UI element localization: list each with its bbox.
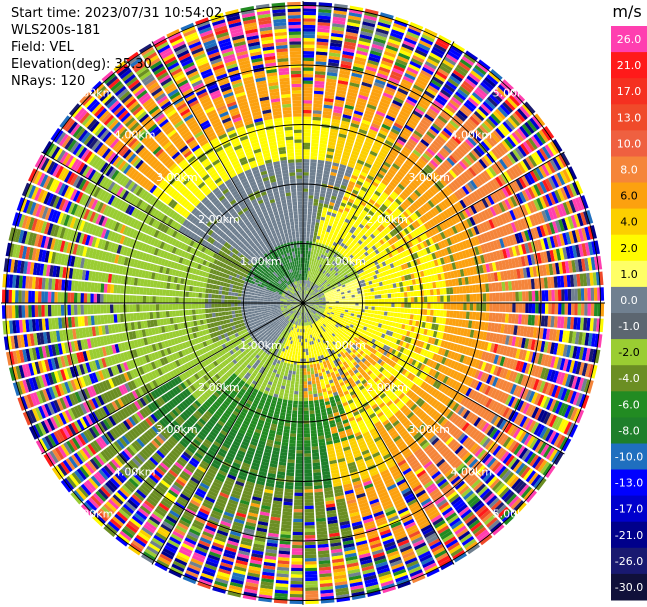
start-time-label: Start time: 2023/07/31 10:54:02	[11, 6, 223, 21]
colorbar-cell	[611, 339, 647, 366]
range-ring-label: 4.00km	[114, 129, 156, 142]
colorbar-tick-label: 26.0	[617, 33, 642, 46]
elevation-label: Elevation(deg): 35.30	[11, 57, 152, 72]
colorbar-tick-label: -13.0	[615, 477, 643, 490]
colorbar-cell	[611, 391, 647, 418]
colorbar-tick-label: -30.0	[615, 581, 643, 594]
colorbar-tick-label: -6.0	[618, 398, 639, 411]
colorbar-tick-label: 13.0	[617, 111, 642, 124]
colorbar-tick-label: -1.0	[618, 320, 639, 333]
colorbar-tick-label: 8.0	[620, 164, 638, 177]
colorbar-tick-label: -8.0	[618, 424, 639, 437]
azimuth-spoke	[302, 302, 565, 455]
range-ring-label: 4.00km	[451, 465, 493, 478]
azimuth-spokes	[1, 1, 605, 605]
colorbar-tick-label: 2.0	[620, 242, 638, 255]
colorbar-cell	[611, 130, 647, 157]
colorbar-cell	[611, 104, 647, 131]
colorbar-cell	[611, 286, 647, 314]
azimuth-spoke	[302, 41, 455, 304]
colorbar-cell	[611, 495, 647, 523]
colorbar-tick-label: -26.0	[615, 555, 643, 568]
colorbar-cell	[611, 26, 647, 53]
range-ring-label: 3.00km	[156, 171, 198, 184]
range-ring-label: 1.00km	[324, 339, 366, 352]
range-ring-label: 3.00km	[408, 171, 450, 184]
range-ring-label: 2.00km	[366, 213, 408, 226]
colorbar-tick-label: -10.0	[615, 451, 643, 464]
range-ring-label: 5.00km	[493, 507, 535, 520]
colorbar-cells	[611, 26, 647, 601]
colorbar-tick-label: -2.0	[618, 346, 639, 359]
field-label: Field: VEL	[11, 40, 74, 55]
range-ring-label: 1.00km	[324, 255, 366, 268]
colorbar-tick-label: -17.0	[615, 503, 643, 516]
plot-info: Start time: 2023/07/31 10:54:02 WLS200s-…	[11, 5, 222, 90]
colorbar-unit: m/s	[612, 2, 641, 21]
colorbar-cell	[611, 313, 647, 340]
range-ring-label: 5.00km	[493, 87, 535, 100]
azimuth-spoke	[151, 41, 304, 304]
colorbar-tick-label: 6.0	[620, 190, 638, 203]
range-ring-label: 1.00km	[240, 255, 282, 268]
azimuth-spoke	[41, 302, 304, 455]
instrument-label: WLS200s-181	[11, 23, 101, 38]
colorbar-tick-label: 1.0	[620, 268, 638, 281]
colorbar-tick-label: 4.0	[620, 216, 638, 229]
nrays-label: NRays: 120	[11, 74, 86, 89]
range-ring-label: 4.00km	[451, 129, 493, 142]
colorbar-tick-label: -4.0	[618, 372, 639, 385]
azimuth-spoke	[302, 151, 565, 304]
colorbar-cell	[611, 365, 647, 392]
azimuth-spoke	[151, 302, 304, 565]
colorbar-cell	[611, 78, 647, 105]
range-ring-label: 2.00km	[366, 381, 408, 394]
colorbar-cell	[611, 469, 647, 497]
range-ring-label: 5.00km	[72, 87, 114, 100]
colorbar-cell	[611, 208, 647, 236]
colorbar-cell	[611, 234, 647, 262]
colorbar-tick-label: 0.0	[620, 294, 638, 307]
range-ring-label: 3.00km	[408, 423, 450, 436]
colorbar-cell	[611, 417, 647, 444]
colorbar-tick-label: -21.0	[615, 529, 643, 542]
colorbar: m/s 26.0 21.0 17.0 13.0 10.0 8.0 6.0 4.0 2.0 1.0 0…	[611, 2, 647, 601]
colorbar-tick-label: 21.0	[617, 59, 642, 72]
colorbar-cell	[611, 573, 647, 601]
range-ring-label: 4.00km	[114, 465, 156, 478]
colorbar-tick-label: 17.0	[617, 85, 642, 98]
colorbar-cell	[611, 443, 647, 471]
colorbar-cell	[611, 547, 647, 575]
colorbar-cell	[611, 521, 647, 549]
azimuth-spoke	[41, 151, 304, 304]
colorbar-cell	[611, 182, 647, 210]
colorbar-cell	[611, 156, 647, 184]
range-ring-label: 3.00km	[156, 423, 198, 436]
colorbar-cell	[611, 52, 647, 79]
azimuth-spoke	[302, 302, 455, 565]
colorbar-tick-labels: 26.0 21.0 17.0 13.0 10.0 8.0 6.0 4.0 2.0 1.0 0.0 -1…	[615, 33, 643, 594]
range-ring-label: 2.00km	[198, 381, 240, 394]
range-ring-labels: 1.00km 1.00km 1.00km 1.00km 2.00km 2.00km 2.00…	[72, 87, 534, 521]
range-ring-label: 2.00km	[198, 213, 240, 226]
ppi-plot: 1.00km 1.00km 1.00km 1.00km 2.00km 2.00km 2.00…	[1, 1, 605, 605]
range-ring-label: 1.00km	[240, 339, 282, 352]
colorbar-cell	[611, 260, 647, 288]
range-ring-label: 5.00km	[72, 507, 114, 520]
colorbar-tick-label: 10.0	[617, 137, 642, 150]
